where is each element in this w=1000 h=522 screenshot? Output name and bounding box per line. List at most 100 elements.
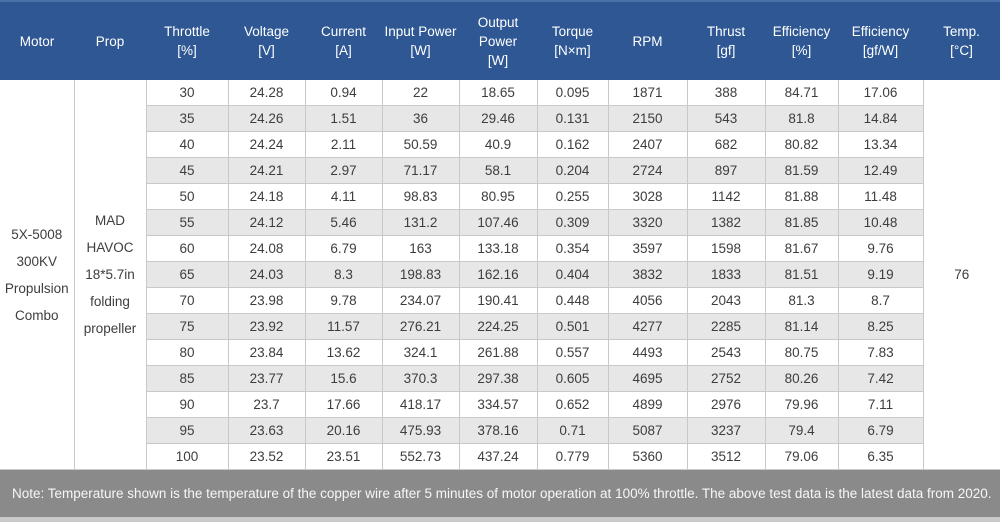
table-cell: 0.94 (304, 80, 383, 106)
table-cell: 79.4 (764, 417, 839, 444)
table-cell: 6.79 (304, 235, 383, 262)
table-cell: 4277 (607, 313, 688, 340)
table-cell: 5360 (607, 443, 688, 470)
table-cell: 3028 (607, 183, 688, 210)
header-throttle: Throttle [%] (146, 0, 228, 80)
table-cell: 2976 (686, 391, 766, 418)
table-cell: 2752 (686, 365, 766, 392)
table-cell: 75 (146, 313, 229, 340)
table-cell: 23.84 (227, 339, 306, 366)
header-thrust: Thrust [gf] (687, 0, 765, 80)
table-cell: 897 (686, 157, 766, 184)
table-cell: 1833 (686, 261, 766, 288)
table-cell: 0.557 (536, 339, 609, 366)
header-unit: [A] (335, 43, 352, 58)
table-cell: 81.67 (764, 235, 839, 262)
table-cell: 543 (686, 105, 766, 132)
prop-cell: MAD HAVOC 18*5.7in folding propeller (73, 80, 147, 470)
table-cell: 24.08 (227, 235, 306, 262)
table-cell: 30 (145, 80, 229, 106)
header-title: Current (320, 24, 366, 39)
table-row: 35 24.26 1.51 36 29.46 0.131 2150 543 81.8 14.84 (0, 105, 1000, 132)
table-cell: 23.92 (227, 313, 306, 340)
table-cell: 80.82 (764, 131, 839, 158)
table-cell: 5087 (607, 417, 688, 444)
table-cell: 79.06 (764, 443, 839, 470)
note-bar: Note: Temperature shown is the temperatu… (0, 470, 1000, 517)
table-cell: 2724 (607, 157, 688, 184)
table-cell: 17.06 (837, 80, 924, 106)
table-cell: 0.255 (536, 183, 609, 210)
table-cell: 40 (146, 131, 229, 158)
table-row: 95 23.63 20.16 475.93 378.16 0.71 5087 3237 79.4… (0, 417, 1000, 444)
table-cell: 324.1 (381, 339, 460, 366)
table-cell: 4.11 (304, 183, 383, 210)
header-title: Efficiency (772, 24, 831, 39)
table-cell: 0.162 (536, 131, 609, 158)
table-cell: 475.93 (381, 417, 460, 444)
table-cell: 45 (146, 157, 229, 184)
header-title: RPM (632, 33, 663, 49)
table-cell: 388 (686, 80, 766, 106)
table-cell: 24.03 (227, 261, 306, 288)
table-cell: 50 (146, 183, 229, 210)
table-cell: 50.59 (381, 131, 460, 158)
table-cell: 70 (146, 287, 229, 314)
table-cell: 80.75 (764, 339, 839, 366)
header-title: Thrust (706, 24, 746, 39)
table-cell: 85 (146, 365, 229, 392)
table-cell: 65 (146, 261, 229, 288)
table-cell: 8.3 (304, 261, 383, 288)
table-cell: 24.18 (227, 183, 306, 210)
table-row: 85 23.77 15.6 370.3 297.38 0.605 4695 2752 80.26… (0, 365, 1000, 392)
table-cell: 7.83 (837, 339, 923, 366)
table-row: 90 23.7 17.66 418.17 334.57 0.652 4899 2976 79.9… (0, 391, 1000, 418)
table-cell: 4493 (607, 339, 688, 366)
table-cell: 23.7 (227, 391, 306, 418)
table-row: 100 23.52 23.51 552.73 437.24 0.779 5360 3512 79… (0, 443, 1000, 470)
table-cell: 0.309 (536, 209, 609, 236)
table-cell: 1382 (686, 209, 766, 236)
header-title: Temp. (943, 24, 980, 39)
header-temp: Temp. [°C] (923, 0, 1000, 80)
table-cell: 0.605 (536, 365, 609, 392)
table-cell: 1142 (686, 183, 766, 210)
table-cell: 23.51 (304, 443, 383, 470)
table-cell: 1598 (686, 235, 766, 262)
table-cell: 24.21 (227, 157, 306, 184)
header-voltage: Voltage [V] (228, 0, 305, 80)
table-cell: 163 (381, 235, 460, 262)
table-body: 5X-5008 300KV Propulsion Combo MAD HAVOC … (0, 80, 1000, 470)
table-cell: 80 (146, 339, 229, 366)
table-cell: 0.404 (536, 261, 609, 288)
table-cell: 682 (686, 131, 766, 158)
table-cell: 24.26 (227, 105, 306, 132)
header-output-power: Output Power [W] (459, 0, 537, 80)
table-cell: 4695 (607, 365, 688, 392)
table-cell: 22 (381, 80, 460, 106)
table-cell: 98.83 (381, 183, 460, 210)
header-unit: [N×m] (554, 43, 591, 58)
table-cell: 7.11 (837, 391, 923, 418)
motor-test-table: Motor Prop Throttle [%] Voltage [V] Curren… (0, 0, 1000, 470)
table-row: 40 24.24 2.11 50.59 40.9 0.162 2407 682 80.82 13.… (0, 131, 1000, 158)
table-cell: 55 (146, 209, 229, 236)
table-cell: 15.6 (304, 365, 383, 392)
table-cell: 6.35 (837, 443, 923, 470)
table-cell: 23.98 (227, 287, 306, 314)
table-cell: 18.65 (458, 80, 538, 106)
table-cell: 224.25 (458, 313, 538, 340)
table-cell: 2285 (686, 313, 766, 340)
table-cell: 80.95 (458, 183, 538, 210)
table-cell: 90 (146, 391, 229, 418)
header-current: Current [A] (305, 0, 382, 80)
header-efficiency-gfw: Efficiency [gf/W] (838, 0, 923, 80)
table-cell: 3832 (607, 261, 688, 288)
table-cell: 6.79 (837, 417, 923, 444)
table-cell: 378.16 (458, 417, 538, 444)
table-cell: 84.71 (764, 80, 839, 106)
table-cell: 60 (146, 235, 229, 262)
bottom-strip (0, 517, 1000, 522)
table-cell: 10.48 (837, 209, 923, 236)
table-cell: 81.85 (764, 209, 839, 236)
